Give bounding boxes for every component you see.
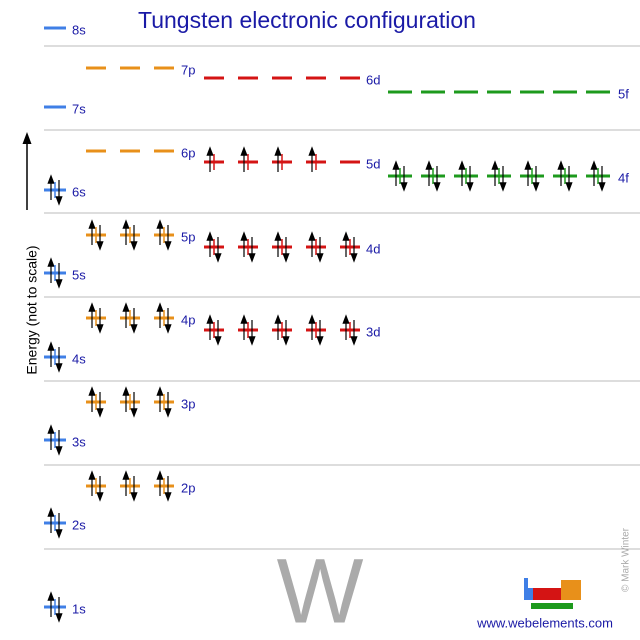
orbital-label: 5p — [181, 229, 195, 244]
orbital-label: 8s — [72, 22, 86, 37]
orbital-label: 3d — [366, 324, 380, 339]
orbital-label: 1s — [72, 601, 86, 616]
orbital-label: 3s — [72, 434, 86, 449]
orbital-label: 4s — [72, 351, 86, 366]
orbital-label: 5s — [72, 267, 86, 282]
orbital-label: 4d — [366, 241, 380, 256]
copyright: © Mark Winter — [621, 527, 632, 592]
title: Tungsten electronic configuration — [138, 7, 476, 33]
element-symbol: W — [277, 540, 364, 640]
periodic-logo — [524, 578, 581, 609]
orbital-label: 5d — [366, 156, 380, 171]
orbital-label: 6s — [72, 184, 86, 199]
orbital-label: 4f — [618, 170, 629, 185]
orbital-label: 6d — [366, 72, 380, 87]
orbital-label: 2p — [181, 480, 195, 495]
orbital-label: 7p — [181, 62, 195, 77]
orbital-label: 2s — [72, 517, 86, 532]
orbital-label: 3p — [181, 396, 195, 411]
orbital-label: 5f — [618, 86, 629, 101]
orbital-label: 4p — [181, 312, 195, 327]
website[interactable]: www.webelements.com — [476, 615, 613, 630]
separators — [44, 45, 640, 550]
orbital-label: 7s — [72, 101, 86, 116]
axis-label: Energy (not to scale) — [24, 245, 40, 374]
orbital-label: 6p — [181, 145, 195, 160]
